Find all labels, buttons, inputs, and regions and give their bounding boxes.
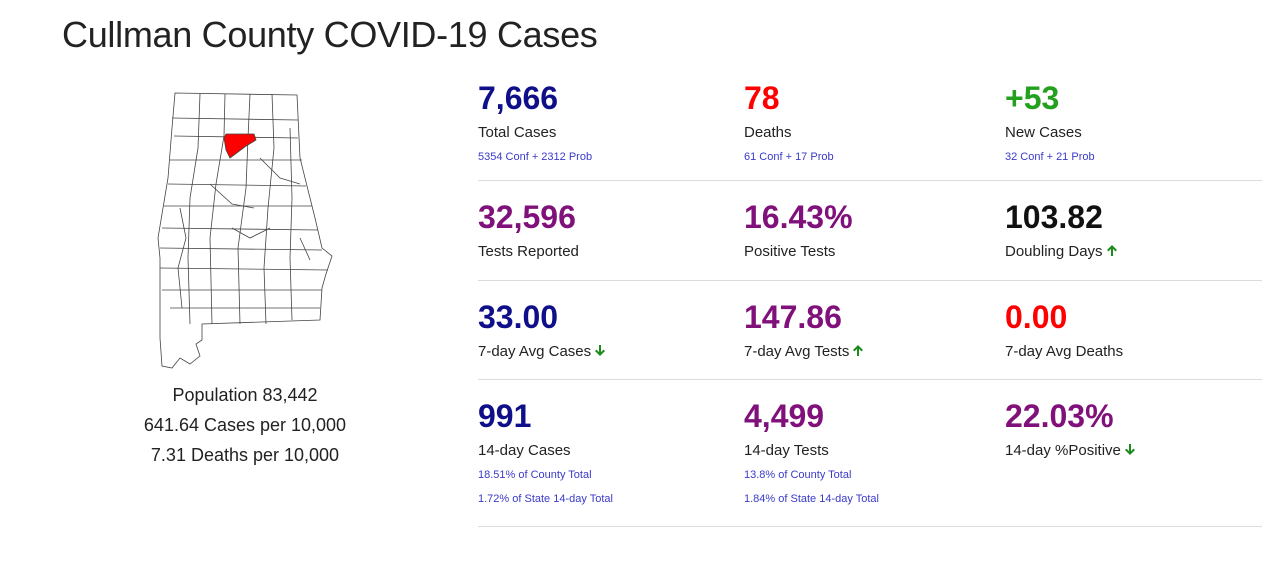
stat-subtext: 32 Conf + 21 Prob (1005, 151, 1095, 163)
stat-label-text: 14-day Cases (478, 442, 571, 459)
stat-label-text: New Cases (1005, 124, 1082, 141)
stat-label-text: Positive Tests (744, 243, 836, 260)
stat-label: 7-day Avg Cases (478, 343, 744, 361)
stat-label: Positive Tests (744, 243, 1005, 261)
stat-row: 7,666 Total Cases 5354 Conf + 2312 Prob 78 D… (478, 82, 1262, 181)
cullman-county-highlight (223, 133, 257, 159)
stat-label: 14-day Tests (744, 442, 1005, 460)
stat-label-text: Doubling Days (1005, 243, 1103, 260)
stat-value: 991 (478, 398, 532, 434)
stat-card: +53 New Cases 32 Conf + 21 Prob (1005, 82, 1262, 180)
stat-subtext: 13.8% of County Total (744, 469, 852, 481)
stat-label-text: Deaths (744, 124, 792, 141)
stat-card: 33.00 7-day Avg Cases (478, 281, 744, 379)
stat-card: 22.03% 14-day %Positive (1005, 380, 1262, 526)
stat-label-text: 7-day Avg Deaths (1005, 343, 1124, 360)
stat-label: New Cases (1005, 124, 1262, 142)
stat-label-text: 14-day %Positive (1005, 442, 1121, 459)
stat-label-text: 14-day Tests (744, 442, 829, 459)
arrow-down-icon (594, 344, 606, 357)
stat-label: 7-day Avg Tests (744, 343, 1005, 361)
stat-label-text: Total Cases (478, 124, 557, 141)
stats-grid: 7,666 Total Cases 5354 Conf + 2312 Prob 78 D… (478, 82, 1262, 527)
stat-value: +53 (1005, 80, 1060, 116)
alabama-map-icon (157, 92, 333, 369)
county-summary: Population 83,442 641.64 Cases per 10,00… (102, 380, 388, 470)
stat-subtext: 61 Conf + 17 Prob (744, 151, 834, 163)
stat-value: 103.82 (1005, 199, 1103, 235)
stat-card: 78 Deaths 61 Conf + 17 Prob (744, 82, 1005, 180)
stat-value: 16.43% (744, 199, 853, 235)
population-text: Population 83,442 (172, 385, 318, 405)
arrow-up-icon (852, 344, 864, 357)
stat-card: 4,499 14-day Tests 13.8% of County Total 1.… (744, 380, 1005, 526)
stat-subtext: 18.51% of County Total (478, 469, 592, 481)
cases-per-10k-text: 641.64 Cases per 10,000 (143, 415, 347, 435)
stat-row: 33.00 7-day Avg Cases 147.86 7-day Avg Test… (478, 281, 1262, 380)
stat-label: Total Cases (478, 124, 744, 142)
stat-label: Deaths (744, 124, 1005, 142)
stat-card: 16.43% Positive Tests (744, 181, 1005, 280)
page-title: Cullman County COVID-19 Cases (62, 14, 598, 55)
stat-value: 33.00 (478, 299, 559, 335)
stat-label: 7-day Avg Deaths (1005, 343, 1262, 361)
stat-card: 103.82 Doubling Days (1005, 181, 1262, 280)
deaths-per-10k-text: 7.31 Deaths per 10,000 (150, 445, 340, 465)
stat-label: 14-day Cases (478, 442, 744, 460)
stat-label-text: Tests Reported (478, 243, 579, 260)
stat-value: 4,499 (744, 398, 825, 434)
alabama-county-map (150, 88, 340, 370)
stat-card: 0.00 7-day Avg Deaths (1005, 281, 1262, 379)
stat-card: 147.86 7-day Avg Tests (744, 281, 1005, 379)
stat-value: 0.00 (1005, 299, 1068, 335)
stat-card: 32,596 Tests Reported (478, 181, 744, 280)
stat-subtext: 1.84% of State 14-day Total (744, 493, 879, 505)
stat-value: 147.86 (744, 299, 842, 335)
stat-label: Doubling Days (1005, 243, 1262, 261)
arrow-down-icon (1124, 443, 1136, 456)
stat-label-text: 7-day Avg Tests (744, 343, 850, 360)
stat-label: 14-day %Positive (1005, 442, 1262, 460)
stat-subtext: 1.72% of State 14-day Total (478, 493, 613, 505)
stat-card: 7,666 Total Cases 5354 Conf + 2312 Prob (478, 82, 744, 180)
stat-label: Tests Reported (478, 243, 744, 261)
stat-row: 991 14-day Cases 18.51% of County Total 1.7… (478, 380, 1262, 527)
stat-row: 32,596 Tests Reported 16.43% Positive Tests… (478, 181, 1262, 281)
arrow-up-icon (1106, 244, 1118, 257)
stat-value: 22.03% (1005, 398, 1114, 434)
stat-subtext: 5354 Conf + 2312 Prob (478, 151, 593, 163)
stat-value: 78 (744, 80, 780, 116)
stat-value: 32,596 (478, 199, 576, 235)
stat-label-text: 7-day Avg Cases (478, 343, 592, 360)
stat-card: 991 14-day Cases 18.51% of County Total 1.7… (478, 380, 744, 526)
stat-value: 7,666 (478, 80, 559, 116)
